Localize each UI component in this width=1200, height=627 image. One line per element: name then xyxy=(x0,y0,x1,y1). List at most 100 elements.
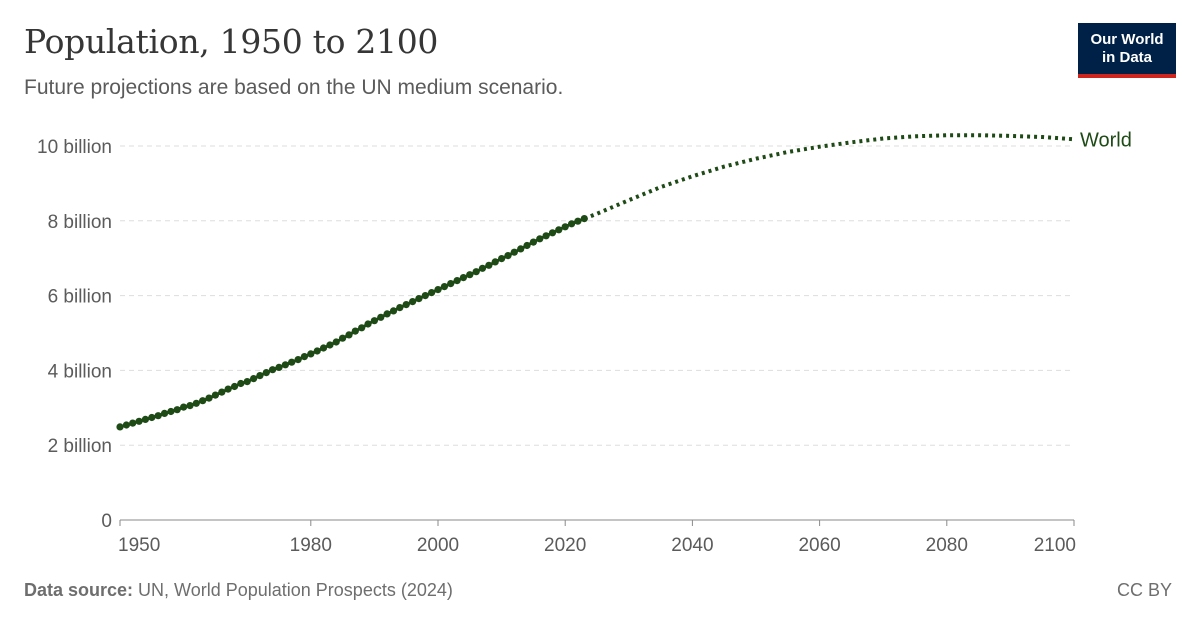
license-link[interactable]: CC BY xyxy=(1116,580,1172,600)
data-point xyxy=(256,372,264,380)
data-point xyxy=(377,313,385,321)
x-tick-label: 1950 xyxy=(118,535,160,556)
data-point xyxy=(192,399,200,407)
data-point xyxy=(402,301,410,309)
data-point xyxy=(383,310,391,318)
data-point xyxy=(167,407,175,416)
data-point xyxy=(428,289,436,297)
owid-logo[interactable]: Our World in Data xyxy=(1078,23,1176,78)
data-point xyxy=(262,369,270,377)
data-point xyxy=(218,388,226,396)
data-point xyxy=(148,413,156,422)
data-point xyxy=(154,412,162,420)
data-point xyxy=(491,258,499,266)
data-point xyxy=(269,366,277,374)
data-point xyxy=(364,320,372,328)
y-tick-label: 8 billion xyxy=(48,212,112,233)
data-point xyxy=(339,334,347,342)
data-point xyxy=(485,261,493,269)
data-point xyxy=(180,403,188,411)
data-point xyxy=(116,423,124,431)
x-tick-label: 2000 xyxy=(417,535,459,556)
data-point xyxy=(319,344,328,352)
data-point xyxy=(536,235,544,243)
data-point xyxy=(561,223,569,231)
data-point xyxy=(358,324,366,332)
data-point xyxy=(129,419,137,427)
data-point xyxy=(281,361,289,369)
data-point xyxy=(345,331,353,339)
data-point xyxy=(529,238,538,246)
data-point xyxy=(415,295,423,303)
axis-layer: 0 2 billion 4 billion 6 billion 8 billion 10 … xyxy=(37,137,1076,556)
data-point xyxy=(459,274,467,282)
data-point xyxy=(434,286,442,294)
y-tick-label: 2 billion xyxy=(48,436,112,457)
data-point xyxy=(199,397,207,405)
data-point xyxy=(332,338,340,346)
x-tick-label: 2080 xyxy=(926,535,968,556)
data-point xyxy=(224,385,232,393)
data-point xyxy=(568,220,576,228)
data-point xyxy=(574,217,582,225)
data-point xyxy=(370,317,378,325)
data-source-text: UN, World Population Prospects (2024) xyxy=(133,580,453,600)
data-point xyxy=(478,264,487,272)
series-label-world: World xyxy=(1080,129,1132,151)
data-point xyxy=(504,252,512,260)
data-point xyxy=(211,391,219,399)
chart-title: Population, 1950 to 2100 xyxy=(24,22,439,61)
data-point xyxy=(466,271,474,279)
chart-subtitle: Future projections are based on the UN m… xyxy=(24,76,564,99)
data-point xyxy=(409,298,417,306)
y-tick-label: 0 xyxy=(101,511,112,532)
series-layer xyxy=(116,133,1075,431)
data-point xyxy=(275,363,283,371)
x-tick-label: 2040 xyxy=(671,535,713,556)
data-point xyxy=(472,268,480,276)
y-tick-label: 4 billion xyxy=(48,361,112,382)
x-tick-label: 2020 xyxy=(544,535,586,556)
data-point xyxy=(313,347,321,355)
data-point xyxy=(288,358,296,366)
data-point xyxy=(523,241,531,250)
y-tick-label: 6 billion xyxy=(48,287,112,308)
data-point xyxy=(498,255,506,263)
x-tick-label: 1980 xyxy=(290,535,332,556)
data-point xyxy=(243,378,251,386)
logo-line-1: Our World xyxy=(1090,30,1164,48)
data-point xyxy=(396,304,404,312)
data-point xyxy=(294,356,302,364)
data-point xyxy=(542,232,550,240)
data-point xyxy=(351,327,359,335)
data-source: Data source: UN, World Population Prospe… xyxy=(24,580,453,601)
data-point xyxy=(440,283,448,291)
y-tick-label: 10 billion xyxy=(37,137,112,158)
data-point xyxy=(548,229,557,237)
label-layer: World xyxy=(1080,129,1132,151)
data-point xyxy=(205,394,213,402)
data-point xyxy=(326,341,334,349)
data-point xyxy=(230,382,239,391)
data-point xyxy=(580,215,588,223)
data-point xyxy=(250,375,258,383)
data-point xyxy=(453,277,461,285)
data-point xyxy=(517,245,525,253)
x-tick-label: 2100 xyxy=(1034,535,1076,556)
data-point xyxy=(447,280,455,288)
grid-layer xyxy=(120,145,1074,446)
data-point xyxy=(141,415,149,423)
projection-line xyxy=(583,133,1075,221)
x-tick-label: 2060 xyxy=(798,535,840,556)
data-point xyxy=(307,350,315,358)
data-point xyxy=(555,226,563,234)
data-point xyxy=(173,406,181,414)
data-point xyxy=(421,292,429,300)
data-point xyxy=(237,379,245,388)
data-point xyxy=(160,409,169,417)
data-point xyxy=(186,402,194,410)
data-point xyxy=(389,307,398,315)
data-point xyxy=(510,248,518,256)
data-point xyxy=(135,417,143,425)
